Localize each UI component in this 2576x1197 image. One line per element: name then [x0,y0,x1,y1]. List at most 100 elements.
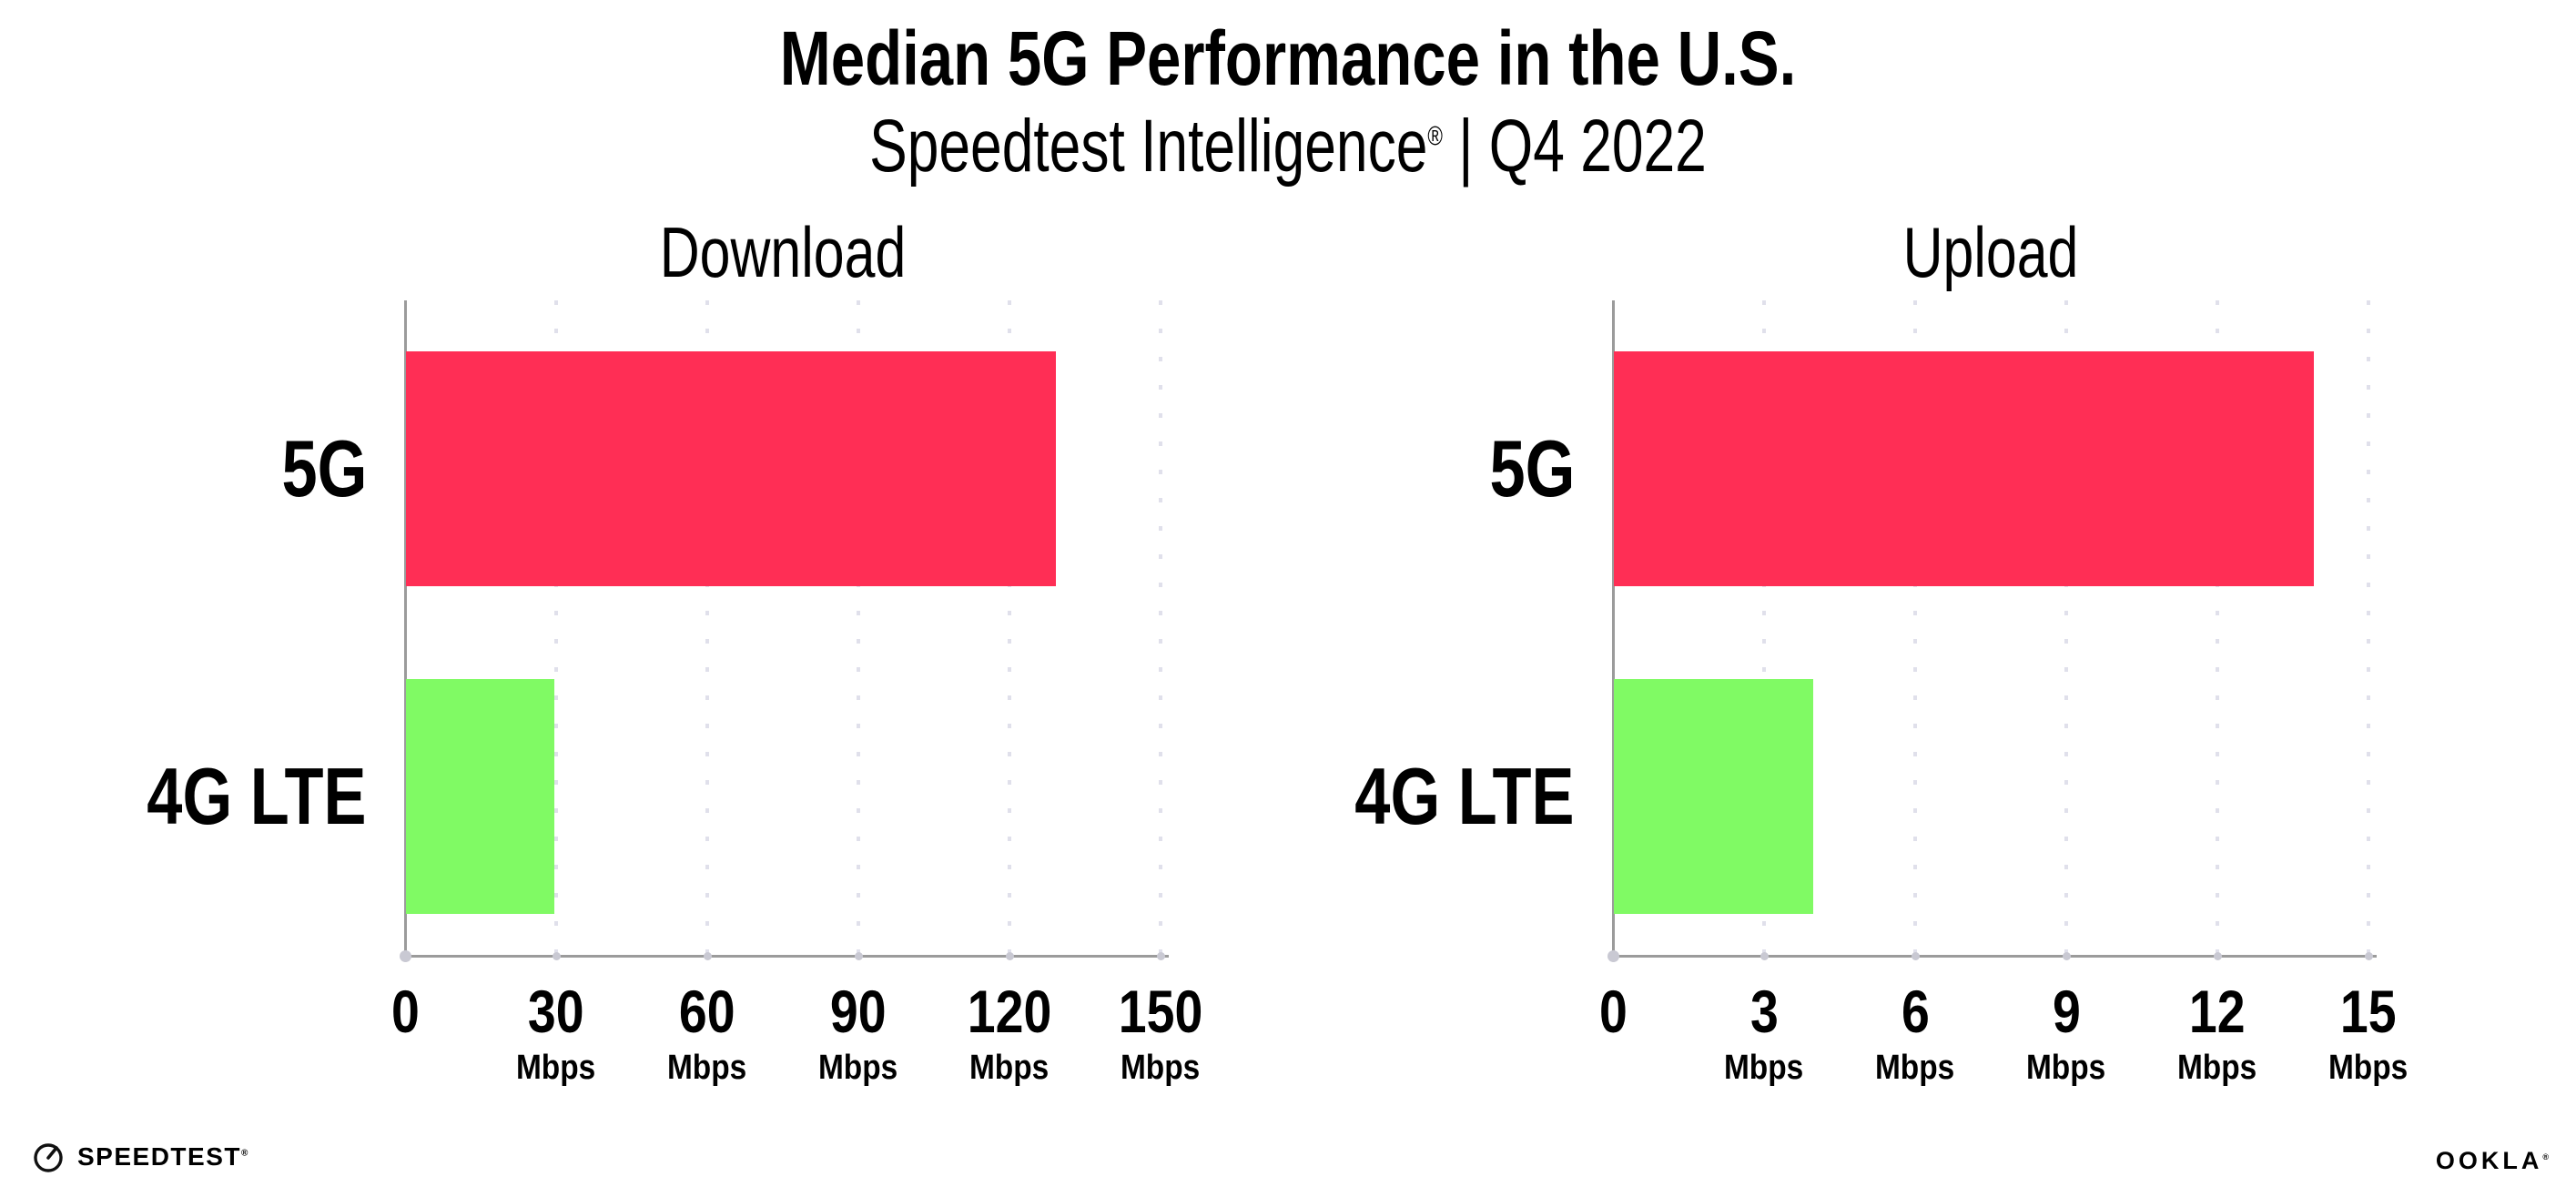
x-tick-unit: Mbps [1966,1050,2166,1085]
x-tick-value: 30 [528,978,584,1045]
category-label-wrap: 5G [1274,351,1575,586]
x-tick-unit-text: Mbps [1875,1049,1955,1087]
axis-tick-dot [1911,952,1920,960]
download-chart-title: Download [659,212,907,292]
x-tick-label: 0 [305,981,505,1041]
gridline [1913,300,1917,958]
gridline [2064,300,2068,958]
x-tick-unit: Mbps [2117,1050,2317,1085]
axis-tick-dot [1607,950,1619,962]
gridline [857,300,860,958]
x-tick-unit: Mbps [607,1050,807,1085]
y-axis-line [1612,300,1615,958]
ookla-logo: OOKLA® [2436,1149,2549,1173]
ookla-registered-mark: ® [2542,1152,2549,1161]
subtitle-brand: Speedtest Intelligence [869,105,1428,188]
x-tick-unit: Mbps [1815,1050,2015,1085]
axis-tick-dot [2364,952,2373,960]
x-tick-label: 90 [758,981,958,1041]
x-tick-unit: Mbps [2268,1050,2469,1085]
registered-mark: ® [1427,121,1443,152]
bar-4g-lte [406,679,555,914]
speedtest-registered-mark: ® [240,1148,249,1159]
x-tick-unit-text: Mbps [1121,1049,1201,1087]
axis-tick-dot [2062,952,2071,960]
upload-chart-title: Upload [1902,212,2079,292]
y-axis-line [404,300,407,958]
category-label-wrap: 4G LTE [1274,679,1575,914]
x-tick-unit: Mbps [456,1050,656,1085]
x-tick-unit-text: Mbps [2026,1049,2106,1087]
x-tick-label: 60 [607,981,807,1041]
x-tick-value: 60 [679,978,735,1045]
download-plot-area: 5G 4G LTE 0 30 Mbps 60 Mbps 90 Mbps 120 Mbps 150 Mbp… [147,300,1202,1085]
x-tick-unit-text: Mbps [2328,1049,2409,1087]
speedtest-wordmark-text: SPEEDTEST [77,1142,241,1171]
x-tick-unit: Mbps [909,1050,1110,1085]
gridline [705,300,709,958]
x-tick-unit-text: Mbps [969,1049,1050,1087]
gridline [2216,300,2219,958]
subtitle-quarter: | Q4 2022 [1442,105,1707,188]
x-tick-label: 0 [1513,981,1713,1041]
x-tick-unit-text: Mbps [667,1049,747,1087]
x-tick-label: 15 [2268,981,2469,1041]
axis-tick-dot [552,952,561,960]
x-tick-label: 9 [1966,981,2166,1041]
x-tick-value: 90 [830,978,887,1045]
x-tick-label: 150 [1060,981,1261,1041]
axis-tick-dot [703,952,712,960]
gridline [1762,300,1766,958]
page-subtitle: Speedtest Intelligence® | Q4 2022 [309,104,2267,189]
gridline [554,300,558,958]
x-tick-unit: Mbps [758,1050,958,1085]
x-tick-value: 9 [2052,978,2081,1045]
bar-4g-lte [1614,679,1813,914]
x-tick-unit-text: Mbps [516,1049,596,1087]
speedtest-wordmark: SPEEDTEST® [77,1144,249,1170]
x-tick-unit: Mbps [1664,1050,1864,1085]
x-tick-value: 12 [2189,978,2246,1045]
x-axis-line [404,955,1169,958]
bar-5g [1614,351,2315,586]
x-tick-value: 0 [390,978,420,1045]
speedtest-logo: SPEEDTEST® [31,1140,249,1174]
gridline [2367,300,2370,958]
category-label-5g: 5G [1489,423,1575,513]
x-tick-label: 120 [909,981,1110,1041]
category-label-4g-lte: 4G LTE [1354,751,1575,841]
upload-plot-area: 5G 4G LTE 0 3 Mbps 6 Mbps 9 Mbps 12 Mbps 15 Mbps [1355,300,2409,1085]
axis-tick-dot [1005,952,1014,960]
axis-tick-dot [854,952,863,960]
x-tick-value: 3 [1749,978,1779,1045]
category-label-5g: 5G [281,423,367,513]
x-axis-line [1612,955,2377,958]
x-tick-value: 0 [1598,978,1628,1045]
bar-5g [406,351,1056,586]
speedtest-gauge-icon [31,1140,66,1174]
category-label-wrap: 5G [66,351,367,586]
x-tick-label: 6 [1815,981,2015,1041]
x-tick-unit-text: Mbps [1724,1049,1804,1087]
axis-tick-dot [399,950,411,962]
x-tick-value: 150 [1118,978,1203,1045]
axis-tick-dot [1760,952,1769,960]
x-tick-label: 12 [2117,981,2317,1041]
page-title: Median 5G Performance in the U.S. [779,15,1797,101]
x-tick-value: 120 [967,978,1052,1045]
ookla-wordmark-text: OOKLA [2435,1147,2543,1174]
x-tick-unit-text: Mbps [2177,1049,2257,1087]
axis-tick-dot [1156,952,1165,960]
x-tick-label: 30 [456,981,656,1041]
x-tick-unit: Mbps [1060,1050,1261,1085]
gridline [1008,300,1011,958]
axis-tick-dot [2213,952,2222,960]
x-tick-value: 15 [2340,978,2397,1045]
x-tick-unit-text: Mbps [818,1049,898,1087]
x-tick-value: 6 [1901,978,1930,1045]
category-label-wrap: 4G LTE [66,679,367,914]
x-tick-label: 3 [1664,981,1864,1041]
ookla-wordmark: OOKLA® [2436,1147,2549,1174]
gridline [1159,300,1162,958]
